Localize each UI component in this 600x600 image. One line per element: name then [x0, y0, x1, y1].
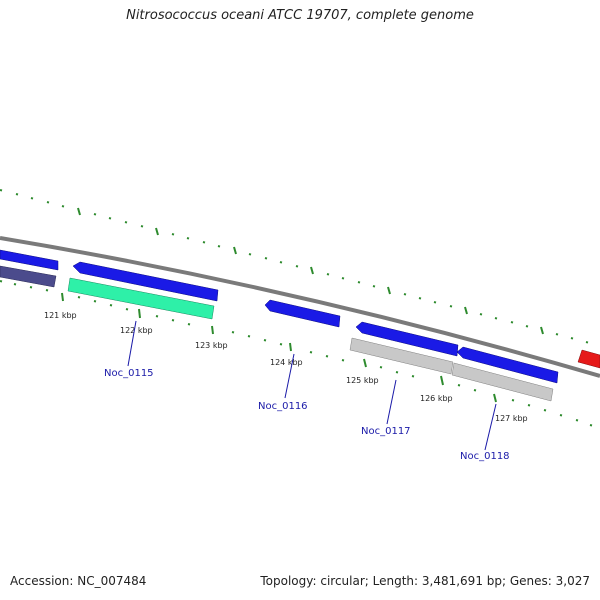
tick-labels: 121 kbp 122 kbp 123 kbp 124 kbp 125 kbp … — [44, 311, 528, 423]
tick-label: 126 kbp — [420, 394, 453, 403]
pseudo-block[interactable] — [451, 362, 554, 402]
forward-strand-features — [0, 249, 600, 384]
genome-summary: Topology: circular; Length: 3,481,691 bp… — [260, 574, 590, 588]
gene-label[interactable]: Noc_0115 — [104, 368, 154, 379]
tick-label: 122 kbp — [120, 326, 153, 335]
gene-label[interactable]: Noc_0118 — [460, 451, 510, 462]
cds-arrow[interactable] — [0, 249, 59, 271]
map-title: Nitrosococcus oceani ATCC 19707, complet… — [126, 8, 474, 23]
tick-label: 121 kbp — [44, 311, 77, 320]
gene-label[interactable]: Noc_0117 — [361, 426, 411, 437]
gene-label-leaders — [127, 320, 497, 451]
inner-tick-ring — [0, 280, 593, 427]
pseudo-block[interactable] — [349, 337, 454, 375]
highlight-feature[interactable] — [577, 349, 600, 369]
genome-backbone — [0, 236, 600, 378]
gene-labels: Noc_0115 Noc_0116 Noc_0117 Noc_0118 — [104, 368, 510, 462]
tick-label: 123 kbp — [195, 341, 228, 350]
outer-tick-ring — [0, 189, 589, 344]
tick-label: 127 kbp — [495, 414, 528, 423]
accession-label: Accession: NC_007484 — [10, 574, 147, 588]
reverse-strand-features — [0, 265, 554, 402]
cds-arrow[interactable] — [264, 299, 341, 328]
gene-block[interactable] — [0, 265, 57, 288]
cds-arrow[interactable] — [355, 321, 459, 357]
tick-label: 124 kbp — [270, 358, 303, 367]
tick-label: 125 kbp — [346, 376, 379, 385]
gene-label[interactable]: Noc_0116 — [258, 401, 308, 412]
cds-arrow[interactable] — [72, 261, 219, 302]
cds-arrow[interactable] — [456, 346, 559, 384]
gene-block[interactable] — [67, 277, 215, 320]
